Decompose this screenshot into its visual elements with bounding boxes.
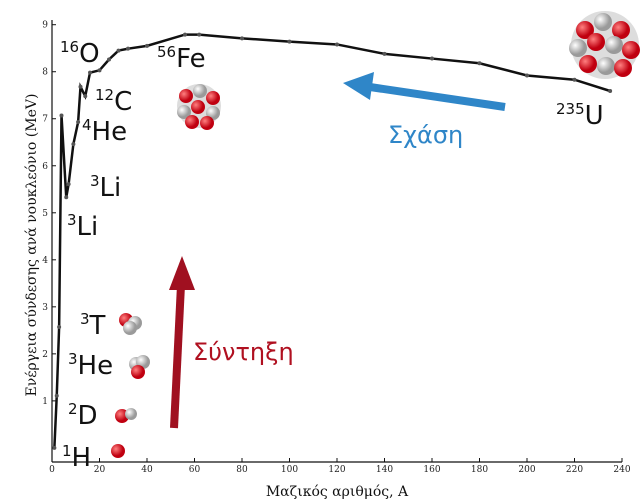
mass-number: 3 [90,172,100,190]
y-tick-label: 8 [42,68,48,78]
element-symbol: O [79,39,99,69]
isotope-label: 2D [68,400,98,431]
annotation: Σχάση [388,121,463,149]
y-tick-label: 7 [42,115,48,125]
point [55,394,59,398]
y-tick-label: 2 [42,350,48,360]
mass-number: 3 [68,350,78,368]
point [57,325,61,329]
point [76,120,80,124]
x-tick-label: 0 [49,465,55,475]
point [52,446,56,450]
fission-arrow [343,72,505,107]
isotope-label: 3Li [67,211,98,242]
point [197,33,201,37]
isotope-label: 4He [82,116,127,147]
y-tick-label: 6 [42,162,48,172]
point [525,73,529,77]
mass-number: 56 [157,43,176,61]
mass-number: 16 [60,38,79,56]
x-tick-label: 100 [281,465,298,475]
element-symbol: Li [100,173,122,203]
nucleus-small [111,313,150,458]
y-tick-label: 1 [42,397,48,407]
element-symbol: C [114,87,132,117]
point [288,40,292,44]
mass-number: 235 [556,100,585,118]
y-axis-label: Ενέργεια σύνδεσης ανά νουκλεόνιο (MeV) [23,94,40,397]
y-tick-label: 5 [42,209,48,219]
point [608,89,612,93]
isotope-label: 3Li [90,172,121,203]
x-tick-label: 20 [94,465,106,475]
element-symbol: D [78,401,98,431]
point [79,85,83,89]
element-symbol: T [89,311,106,341]
point [64,195,68,199]
x-tick-label: 240 [613,465,630,475]
mass-number: 12 [95,86,114,104]
point [383,52,387,56]
element-symbol: Fe [176,44,206,74]
point [60,113,64,117]
element-symbol: He [92,117,128,147]
point [183,33,187,37]
point [145,44,149,48]
x-tick-label: 160 [423,465,440,475]
annotation: Σύντηξη [193,338,294,366]
element-symbol: He [78,351,114,381]
x-tick-label: 220 [566,465,583,475]
isotope-label: 1H [62,442,91,473]
element-symbol: U [585,101,604,131]
mass-number: 3 [67,211,77,229]
isotope-label: 235U [556,100,604,131]
isotope-label: 12C [95,86,132,117]
fusion-arrow [169,256,195,428]
y-tick-label: 4 [42,256,48,266]
point [478,61,482,65]
point [83,94,87,98]
x-tick-label: 40 [141,465,153,475]
point [117,49,121,53]
y-tick-label: 3 [42,303,48,313]
point [88,71,92,75]
point [71,142,75,146]
nucleus-large [569,11,640,79]
isotope-label: 3T [80,310,106,341]
mass-number: 4 [82,116,92,134]
point [126,47,130,51]
isotope-label: 3He [68,350,113,381]
chart: Ενέργεια σύνδεσης ανά νουκλεόνιο (MeV) Μ… [0,0,641,504]
point [107,57,111,61]
x-axis-label: Μαζικός αριθμός, A [266,484,409,500]
point [430,57,434,61]
isotope-label: 56Fe [157,43,206,74]
x-tick-label: 180 [471,465,488,475]
point [335,42,339,46]
nucleus-medium [177,84,221,130]
x-tick-label: 80 [236,465,248,475]
element-symbol: H [72,443,92,473]
mass-number: 3 [80,310,90,328]
point [67,182,71,186]
curve [54,35,610,448]
x-tick-label: 120 [328,465,345,475]
isotope-label: 16O [60,38,100,69]
x-tick-label: 140 [376,465,393,475]
x-tick-label: 60 [189,465,201,475]
point [240,36,244,40]
mass-number: 2 [68,400,78,418]
point [573,78,577,82]
mass-number: 1 [62,442,72,460]
x-tick-label: 200 [518,465,535,475]
y-tick-label: 9 [42,21,48,31]
element-symbol: Li [77,212,99,242]
